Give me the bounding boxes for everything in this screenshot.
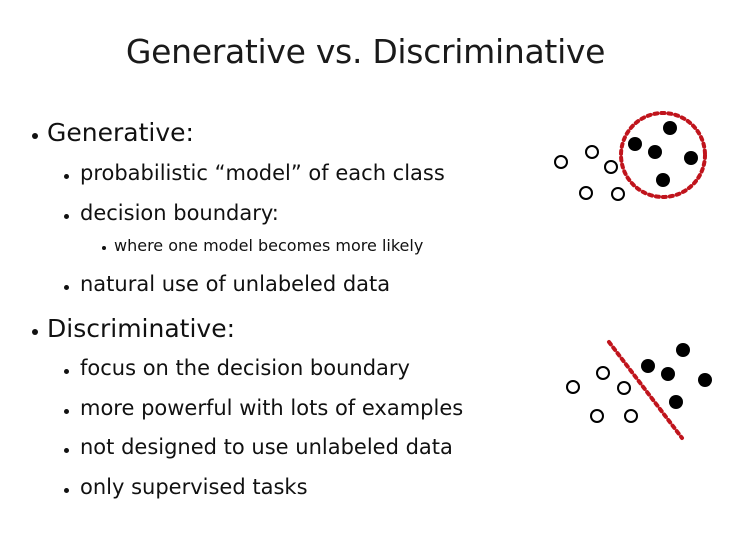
open-point — [585, 145, 599, 159]
model-boundary-ellipse — [619, 111, 707, 199]
filled-point — [684, 151, 698, 165]
open-point — [596, 366, 610, 380]
discriminative-point-1: focus on the decision boundary — [80, 356, 410, 380]
open-point — [624, 409, 638, 423]
discriminative-heading: Discriminative: — [47, 314, 236, 343]
bullet-icon — [64, 368, 69, 374]
bullet-icon — [64, 213, 69, 219]
list-item: more powerful with lots of examples — [64, 398, 463, 419]
discriminative-diagram — [566, 340, 712, 440]
generative-heading-item: Generative: — [32, 120, 194, 145]
generative-heading: Generative: — [47, 118, 194, 147]
open-point — [554, 155, 568, 169]
bullet-icon — [102, 245, 106, 250]
filled-point — [669, 395, 683, 409]
list-item: where one model becomes more likely — [102, 238, 423, 254]
discriminative-point-4: only supervised tasks — [80, 475, 308, 499]
decision-boundary-line — [607, 340, 684, 440]
open-point — [590, 409, 604, 423]
filled-point — [656, 173, 670, 187]
filled-point — [663, 121, 677, 135]
discriminative-point-3: not designed to use unlabeled data — [80, 435, 453, 459]
generative-point-2: decision boundary: — [80, 201, 279, 225]
filled-point — [648, 145, 662, 159]
filled-point — [661, 367, 675, 381]
list-item: decision boundary: — [64, 203, 279, 224]
filled-point — [698, 373, 712, 387]
filled-point — [628, 137, 642, 151]
filled-point — [676, 343, 690, 357]
open-point — [604, 160, 618, 174]
discriminative-heading-item: Discriminative: — [32, 316, 235, 341]
generative-point-1: probabilistic “model” of each class — [80, 161, 445, 185]
open-point — [617, 381, 631, 395]
list-item: only supervised tasks — [64, 477, 308, 498]
generative-point-3: natural use of unlabeled data — [80, 272, 391, 296]
bullet-icon — [32, 329, 38, 335]
open-point — [579, 186, 593, 200]
list-item: focus on the decision boundary — [64, 358, 410, 379]
bullet-icon — [64, 487, 69, 493]
bullet-icon — [64, 408, 69, 414]
list-item: probabilistic “model” of each class — [64, 163, 445, 184]
bullet-icon — [32, 133, 38, 139]
discriminative-point-2: more powerful with lots of examples — [80, 396, 464, 420]
generative-subpoint: where one model becomes more likely — [114, 236, 424, 255]
bullet-icon — [64, 284, 69, 290]
list-item: natural use of unlabeled data — [64, 274, 390, 295]
generative-diagram — [554, 111, 707, 201]
slide-title: Generative vs. Discriminative — [125, 32, 606, 71]
bullet-icon — [64, 447, 69, 453]
filled-point — [641, 359, 655, 373]
list-item: not designed to use unlabeled data — [64, 437, 453, 458]
open-point — [566, 380, 580, 394]
bullet-icon — [64, 173, 69, 179]
open-point — [611, 187, 625, 201]
